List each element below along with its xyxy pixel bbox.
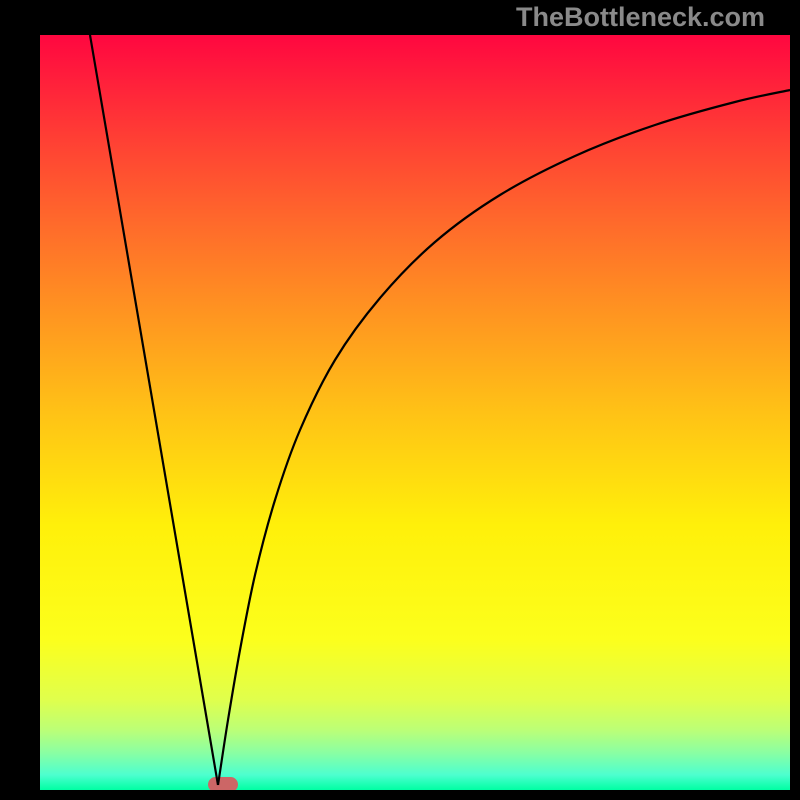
curve-overlay (0, 0, 800, 800)
curve-left-branch (90, 35, 218, 785)
curve-right-branch (218, 90, 790, 785)
border-left (0, 0, 40, 800)
border-right (790, 0, 800, 800)
chart-container: TheBottleneck.com (0, 0, 800, 800)
border-bottom (0, 790, 800, 800)
watermark-text: TheBottleneck.com (516, 2, 765, 33)
